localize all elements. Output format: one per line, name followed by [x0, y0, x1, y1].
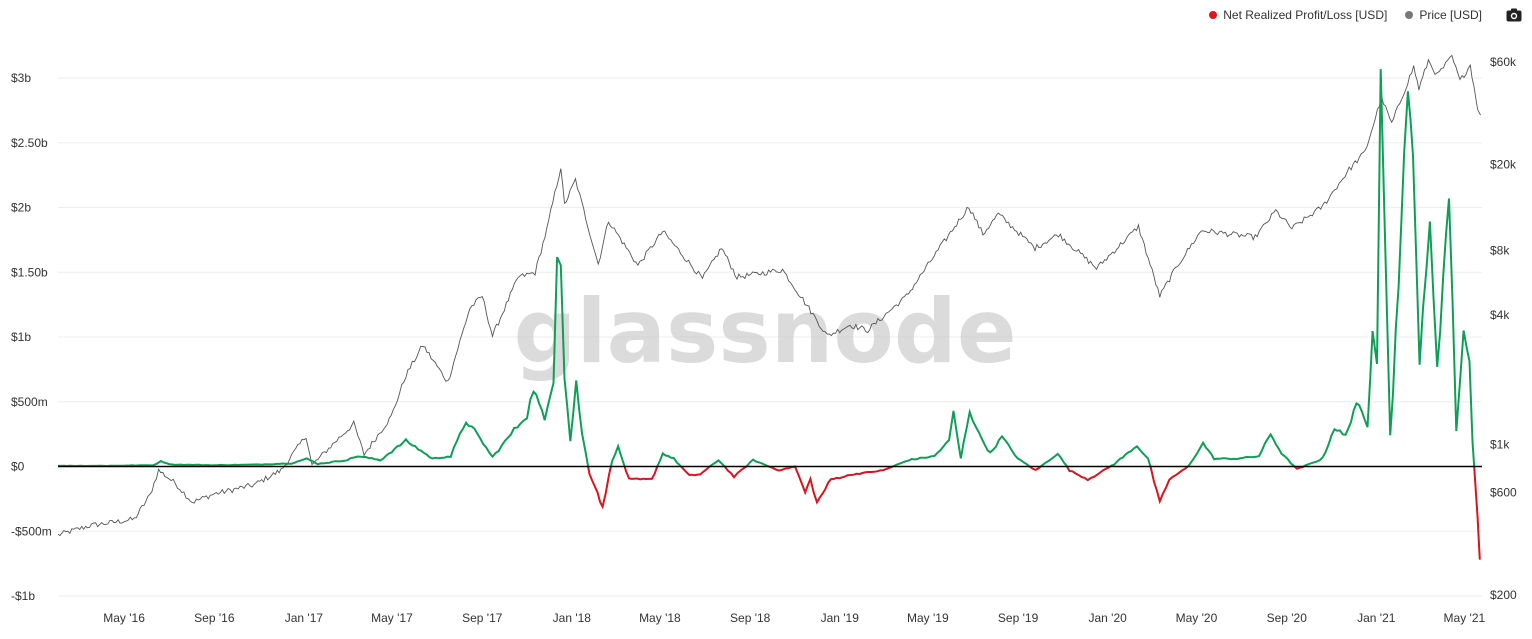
right-tick-label: $600: [1490, 485, 1517, 499]
x-tick-label: Jan '19: [821, 611, 860, 625]
x-axis: May '16 Sep '16 Jan '17 May '17 Sep '17 Jan '…: [103, 611, 1485, 625]
legend-dot-price: [1405, 11, 1414, 19]
gridlines: [58, 77, 1482, 597]
x-tick-label: Sep '19: [998, 611, 1039, 625]
price-series-line: [57, 54, 1481, 537]
left-tick-label: $1.50b: [11, 265, 48, 279]
left-tick-label: $2b: [11, 201, 31, 215]
x-tick-label: May '17: [371, 611, 413, 625]
legend-label-price: Price [USD]: [1419, 8, 1482, 22]
x-tick-label: Sep '20: [1267, 611, 1308, 625]
left-tick-label: -$500m: [11, 524, 52, 538]
x-tick-label: Jan '20: [1088, 611, 1127, 625]
left-tick-label: $0: [11, 460, 25, 474]
right-axis: $60k $20k $8k $4k $1k $600 $200: [1490, 55, 1517, 602]
right-tick-label: $4k: [1490, 308, 1510, 322]
x-tick-label: May '20: [1176, 611, 1218, 625]
legend-label-nrpl: Net Realized Profit/Loss [USD]: [1223, 8, 1388, 22]
x-tick-label: Jan '21: [1357, 611, 1396, 625]
x-tick-label: Jan '18: [553, 611, 592, 625]
legend-item-price[interactable]: Price [USD]: [1405, 8, 1482, 22]
x-tick-label: Jan '17: [285, 611, 324, 625]
legend: Net Realized Profit/Loss [USD] Price [US…: [1209, 8, 1522, 22]
right-tick-label: $20k: [1490, 158, 1517, 172]
right-tick-label: $200: [1490, 588, 1517, 602]
legend-item-nrpl[interactable]: Net Realized Profit/Loss [USD]: [1209, 8, 1387, 22]
x-tick-label: Sep '17: [462, 611, 503, 625]
right-tick-label: $8k: [1490, 243, 1510, 257]
x-tick-label: Sep '18: [730, 611, 771, 625]
left-axis: $3b $2.50b $2b $1.50b $1b $500m $0 -$500m -$1b: [11, 71, 52, 603]
x-tick-label: May '19: [907, 611, 949, 625]
right-tick-label: $1k: [1490, 438, 1510, 452]
watermark: glassnode: [513, 280, 1016, 383]
x-tick-label: May '21: [1444, 611, 1486, 625]
legend-dot-nrpl: [1209, 11, 1218, 19]
x-tick-label: May '18: [639, 611, 681, 625]
right-tick-label: $60k: [1490, 55, 1517, 69]
left-tick-label: -$1b: [11, 589, 35, 603]
left-tick-label: $500m: [11, 395, 48, 409]
x-tick-label: Sep '16: [194, 611, 235, 625]
left-tick-label: $2.50b: [11, 136, 48, 150]
left-tick-label: $1b: [11, 330, 31, 344]
left-tick-label: $3b: [11, 71, 31, 85]
x-tick-label: May '16: [103, 611, 145, 625]
camera-icon[interactable]: [1506, 8, 1522, 22]
